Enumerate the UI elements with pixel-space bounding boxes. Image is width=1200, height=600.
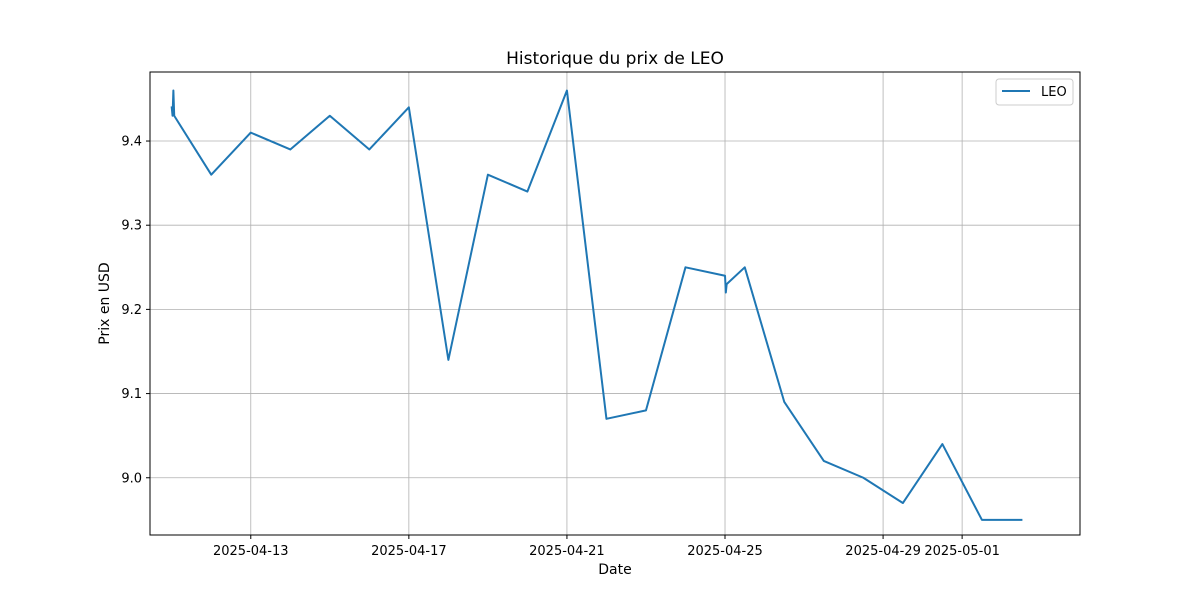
legend: LEO bbox=[995, 78, 1074, 106]
x-tick-label: 2025-04-21 bbox=[529, 544, 605, 559]
y-axis-title: Prix en USD bbox=[97, 262, 113, 344]
y-tick-label: 9.3 bbox=[121, 219, 142, 234]
series-line-leo bbox=[170, 89, 1023, 521]
chart-title: Historique du prix de LEO bbox=[506, 49, 724, 69]
legend-box bbox=[995, 78, 1074, 106]
grid bbox=[150, 72, 1080, 535]
y-tick-label: 9.1 bbox=[121, 387, 142, 402]
x-tick-label: 2025-04-25 bbox=[687, 544, 763, 559]
y-tick-label: 9.2 bbox=[121, 303, 142, 318]
ticks: 2025-04-13 2025-04-17 2025-04-21 2025-04-25… bbox=[121, 135, 1000, 559]
series-layer bbox=[170, 89, 1023, 521]
plot-frame bbox=[149, 71, 1081, 536]
legend-label: LEO bbox=[1041, 85, 1067, 100]
x-tick-label: 2025-05-01 bbox=[924, 544, 1000, 559]
x-axis-title: Date bbox=[598, 562, 631, 578]
y-tick-label: 9.0 bbox=[121, 471, 142, 486]
x-tick-label: 2025-04-29 bbox=[845, 544, 921, 559]
x-tick-label: 2025-04-17 bbox=[371, 544, 447, 559]
x-tick-label: 2025-04-13 bbox=[213, 544, 289, 559]
y-tick-label: 9.4 bbox=[121, 135, 142, 150]
